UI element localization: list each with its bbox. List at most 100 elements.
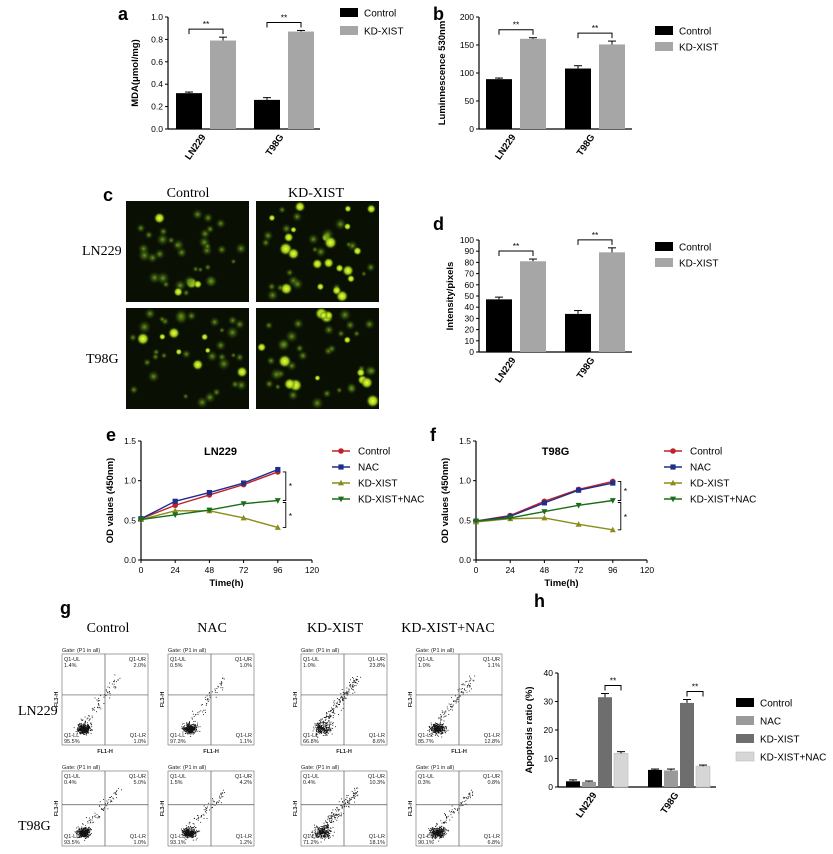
event-dot [113,792,115,794]
event-dot [189,730,190,732]
event-dot [189,728,191,730]
event-dot [89,817,91,819]
event-dot [98,815,100,817]
event-dot [206,808,208,810]
significance-label: ** [203,19,210,29]
event-dot [332,722,333,724]
event-dot [189,728,191,729]
quadrant-value-ur: 2.0% [133,663,146,669]
event-dot [84,726,86,728]
event-dot [430,832,432,834]
event-dot [88,829,90,831]
event-dot [80,728,82,730]
event-dot [80,730,82,732]
event-dot [85,725,86,727]
quadrant-value-ur: 23.8% [369,663,385,669]
cell [307,233,320,246]
event-dot [88,728,90,729]
legend-label: KD-XIST [760,735,799,746]
event-dot [197,819,199,821]
data-point [206,507,213,514]
event-dot [196,831,198,833]
data-point [609,526,616,533]
event-dot [186,730,188,732]
event-dot [322,730,324,731]
event-dot [83,828,85,830]
event-dot [344,696,345,698]
event-dot [82,731,84,733]
event-dot [340,696,342,698]
event-dot [442,830,444,832]
event-dot [186,827,188,829]
event-dot [439,730,441,732]
event-dot [347,800,349,802]
event-dot [88,725,90,727]
event-dot [189,836,191,838]
event-dot [347,693,349,695]
event-dot [437,828,439,830]
event-dot [185,830,187,832]
event-dot [81,833,83,835]
event-dot [328,826,329,828]
event-dot [338,801,340,803]
cell [236,366,248,378]
event-dot [440,716,442,718]
event-dot [91,822,93,824]
cell [230,352,237,359]
event-dot [330,831,332,833]
event-dot [214,690,216,692]
cell [352,329,361,338]
event-dot [85,729,87,731]
event-dot [82,828,84,830]
event-dot [320,828,322,830]
event-dot [430,827,432,829]
event-dot [85,727,87,729]
event-dot [188,828,189,830]
event-dot [222,789,224,791]
event-dot [316,730,317,732]
cell [347,274,355,283]
event-dot [451,809,453,811]
quadrant-name-lr: Q1-LR [236,834,252,840]
event-dot [119,677,121,679]
event-dot [82,833,84,835]
event-dot [324,834,326,836]
cell [152,348,160,356]
event-dot [91,816,93,818]
event-dot [80,728,82,729]
event-dot [194,725,196,727]
event-dot [327,732,329,734]
event-dot [329,711,331,712]
quadrant-name-ur: Q1-UR [129,774,146,780]
event-dot [446,830,448,832]
event-dot [469,792,471,794]
quadrant-name-ur: Q1-UR [483,774,500,780]
event-dot [433,829,435,831]
event-dot [181,723,183,725]
event-dot [191,827,193,828]
event-dot [341,798,342,800]
event-dot [338,704,340,706]
event-dot [328,717,330,719]
event-dot [314,827,316,829]
event-dot [330,727,332,729]
y-tick-label: 10 [544,754,554,764]
event-dot [436,832,438,834]
data-point [575,502,582,509]
cell [314,246,327,258]
event-dot [99,816,101,817]
event-dot [321,828,323,830]
event-dot [441,732,443,734]
flow-plot: Gate: (P1 in all)Q1-UL1.5%Q1-UR4.2%Q1-LL… [160,765,255,847]
legend-label: KD-XIST [679,259,718,270]
event-dot [340,693,342,695]
event-dot [339,699,341,701]
event-dot [195,831,197,833]
event-dot [194,720,196,722]
event-dot [328,728,330,730]
event-dot [107,686,109,688]
event-dot [185,834,187,836]
event-dot [75,731,77,732]
event-dot [436,726,438,728]
